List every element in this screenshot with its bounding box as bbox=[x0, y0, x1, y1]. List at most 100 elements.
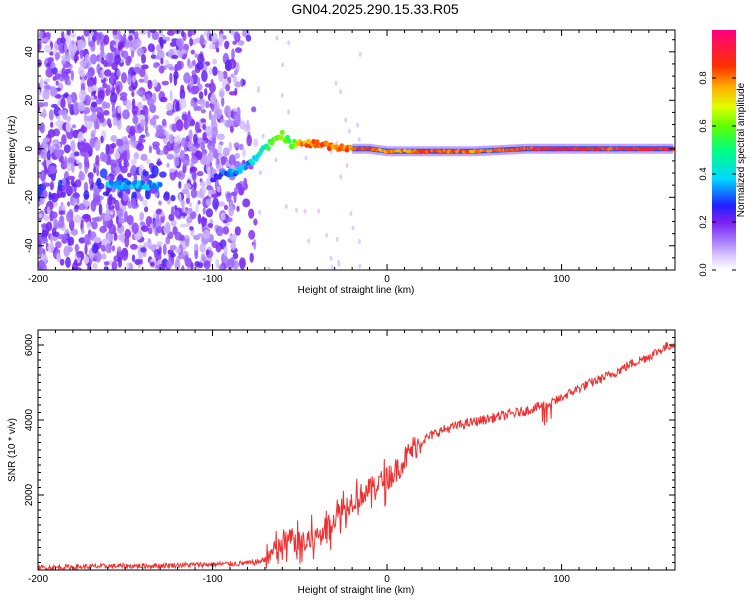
spectrogram-cell bbox=[66, 95, 73, 105]
spectrogram-cell bbox=[334, 80, 338, 86]
spectrogram-cell bbox=[146, 159, 151, 165]
spectrogram-cell bbox=[174, 210, 181, 218]
spectrogram-cell bbox=[147, 97, 154, 107]
spectrogram-cell bbox=[234, 81, 242, 88]
spectrogram-cell bbox=[98, 203, 103, 216]
spectrogram-cell bbox=[155, 55, 160, 60]
spectrogram-cell bbox=[136, 89, 144, 96]
spectrogram-cell bbox=[169, 41, 176, 47]
spectrogram-cell bbox=[216, 133, 225, 140]
spectrogram-cell bbox=[97, 182, 105, 190]
spectrogram-cell bbox=[102, 191, 110, 196]
spectrogram-cell bbox=[58, 210, 64, 216]
spectrogram-cell bbox=[166, 110, 174, 116]
spectrogram-cell bbox=[156, 241, 163, 246]
spectrogram-cell bbox=[358, 52, 362, 57]
colorbar-tick-label: 0.2 bbox=[698, 215, 709, 228]
spectrogram-cell bbox=[233, 142, 240, 149]
spectrogram-cell bbox=[231, 48, 235, 61]
spectrogram-cell bbox=[207, 152, 213, 164]
spectrogram-cell bbox=[50, 62, 56, 69]
spectrogram-cell bbox=[38, 259, 46, 270]
spectrogram-cell bbox=[136, 110, 141, 116]
colorbar-gradient bbox=[712, 30, 736, 270]
spectrogram-cell bbox=[111, 112, 117, 119]
spectrogram-cell bbox=[202, 229, 211, 240]
ridge-point bbox=[286, 138, 292, 144]
ridge-point bbox=[238, 168, 243, 174]
spectrogram-cell bbox=[225, 84, 231, 92]
spectrogram-cell bbox=[41, 141, 48, 150]
colorbar: 0.0 0.2 0.4 0.6 0.8 Normalized spectral ampl… bbox=[698, 30, 747, 277]
spectrogram-cell bbox=[200, 118, 207, 123]
spectrogram-cell bbox=[197, 200, 201, 205]
spectrogram-cell bbox=[119, 92, 128, 98]
snr-x-label: Height of straight line (km) bbox=[298, 585, 415, 596]
spectrogram-cell bbox=[126, 151, 131, 161]
spectrogram-cell bbox=[168, 133, 174, 144]
spectrogram-cell bbox=[235, 47, 242, 53]
spectrogram-cell bbox=[128, 35, 133, 42]
spectrogram-cell bbox=[93, 182, 97, 194]
spectrogram-cell bbox=[196, 61, 204, 70]
spectrogram-cell bbox=[174, 259, 181, 270]
spectrogram-cell bbox=[180, 49, 187, 55]
spectrogram-cell bbox=[139, 119, 146, 128]
spectrogram-cell bbox=[184, 254, 189, 266]
spectrogram-cell bbox=[287, 40, 291, 46]
spectrogram-cell bbox=[77, 66, 85, 76]
spectrogram-cell bbox=[220, 118, 225, 123]
spectrogram-cell bbox=[152, 92, 157, 104]
spectrogram-cell bbox=[50, 66, 58, 75]
spectrogram-cell bbox=[54, 73, 61, 80]
spectrogram-cell bbox=[233, 31, 240, 41]
spectrogram-cell bbox=[78, 162, 83, 170]
spectrogram-cell bbox=[55, 241, 62, 249]
spectrogram-cell bbox=[177, 254, 185, 260]
spectrogram-cell bbox=[65, 68, 72, 74]
spectrogram-cell bbox=[173, 142, 181, 154]
spectrogram-cell bbox=[190, 156, 199, 164]
spectrogram-cell bbox=[136, 101, 143, 110]
spectrogram-cell bbox=[287, 109, 291, 115]
spectrogram-cell bbox=[96, 63, 101, 74]
spectrogram-x-tick-label: 0 bbox=[384, 274, 390, 285]
spectrogram-cell bbox=[191, 59, 196, 67]
spectrogram-cell bbox=[232, 252, 239, 260]
spectrogram-x-axis: -200 -100 0 100 bbox=[28, 30, 667, 285]
colorbar-tick-label: 0.8 bbox=[698, 71, 709, 84]
spectrogram-cell bbox=[164, 194, 169, 199]
spectrogram-cell bbox=[138, 78, 145, 83]
spectrogram-cell bbox=[209, 82, 216, 93]
spectrogram-cell bbox=[44, 229, 49, 237]
spectrogram-cell bbox=[183, 123, 191, 128]
spectrogram-cell bbox=[65, 121, 72, 133]
spectrogram-cell bbox=[83, 190, 90, 200]
spectrogram-cell bbox=[148, 245, 156, 251]
spectrogram-cell bbox=[275, 35, 279, 41]
spectrogram-cell bbox=[166, 260, 173, 269]
spectrogram-cell bbox=[61, 233, 69, 240]
spectrogram-cell bbox=[68, 42, 73, 53]
spectrogram-cell bbox=[181, 113, 188, 121]
spectrogram-cell bbox=[248, 229, 256, 240]
spectrogram-cell bbox=[152, 141, 160, 148]
spectrogram-cell bbox=[187, 115, 192, 123]
spectrogram-cell bbox=[162, 39, 167, 44]
spectrogram-cell bbox=[126, 262, 130, 269]
spectrogram-cell bbox=[162, 243, 167, 256]
spectrogram-cell bbox=[78, 89, 87, 102]
spectrogram-cell bbox=[127, 172, 132, 178]
spectrogram-cell bbox=[44, 78, 51, 83]
spectrogram-cell bbox=[195, 202, 199, 213]
spectrogram-cell bbox=[169, 90, 173, 102]
spectrogram-cell bbox=[181, 265, 185, 270]
spectrogram-cell bbox=[156, 146, 161, 155]
spectrogram-cell bbox=[94, 250, 102, 263]
spectrogram-cell bbox=[90, 112, 97, 124]
spectrogram-cell bbox=[205, 198, 212, 207]
spectrogram-cell bbox=[147, 43, 155, 53]
spectrogram-cell bbox=[191, 211, 197, 219]
spectrogram-cell bbox=[104, 153, 108, 163]
